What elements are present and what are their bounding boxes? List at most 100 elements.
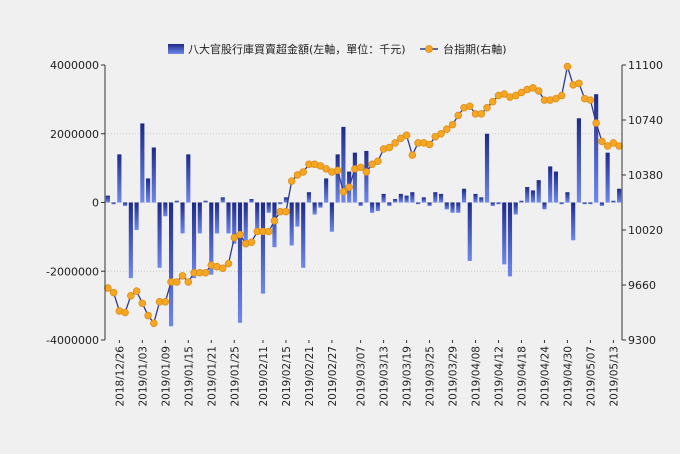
bar (542, 202, 547, 210)
line-point (425, 140, 434, 149)
line-point (333, 166, 342, 175)
legend-line-label: 台指期(右軸) (443, 42, 507, 56)
bar (427, 202, 432, 206)
bar (421, 197, 426, 203)
bar (536, 180, 541, 203)
bar (450, 202, 455, 213)
bar (387, 202, 392, 206)
bar (123, 202, 128, 206)
bar (502, 202, 507, 265)
bar (444, 202, 449, 210)
bar (410, 192, 415, 203)
line-point (529, 84, 537, 92)
bar (301, 202, 306, 268)
x-tick-label: 2019/03/13 (379, 346, 391, 407)
line-point (219, 264, 227, 272)
bar (105, 195, 110, 203)
x-tick-label: 2019/05/13 (608, 346, 620, 407)
line-point (443, 125, 451, 133)
bar (174, 200, 179, 203)
bar (358, 202, 363, 206)
line-point (557, 91, 566, 100)
line-point (448, 120, 457, 129)
bar (530, 190, 536, 203)
line-point (247, 238, 256, 246)
line-point (201, 269, 210, 277)
line-point (224, 259, 233, 268)
x-tick-label: 2019/01/25 (229, 346, 241, 407)
bar (226, 202, 231, 234)
bar (341, 126, 346, 203)
bar (571, 202, 576, 241)
line-point (236, 230, 244, 239)
bar (318, 202, 323, 208)
bar (484, 133, 490, 203)
y-axis-right-ticks: 9300 9660 10020 10380 10740 11100 (622, 59, 663, 347)
line-point (575, 79, 583, 88)
y-right-tick-label: 10380 (628, 169, 663, 182)
line-point (397, 134, 405, 143)
line-point (517, 88, 526, 97)
x-tick-label: 2019/03/07 (356, 346, 368, 407)
line-point (299, 168, 307, 176)
x-tick-label: 2019/03/25 (425, 346, 437, 407)
line-point (282, 207, 290, 216)
bar (335, 154, 340, 203)
legend-bar-swatch (168, 44, 184, 54)
line-point (603, 142, 612, 150)
y-right-tick-label: 10740 (628, 114, 663, 127)
line-point (563, 62, 572, 71)
bar (329, 202, 334, 232)
x-tick-label: 2019/01/03 (137, 346, 149, 407)
bar (393, 199, 398, 203)
x-tick-label: 2019/04/08 (471, 346, 483, 407)
chart-legend: 八大官股行庫買賣超金額(左軸，單位：千元) 台指期(右軸) (168, 42, 507, 56)
bar (559, 202, 564, 205)
y-right-tick-label: 9300 (628, 334, 656, 347)
legend-line-marker (425, 45, 433, 53)
line-point (287, 177, 296, 185)
line-point (104, 284, 112, 292)
line-point (322, 165, 330, 173)
y-axis-left-ticks: -4000000 -2000000 0 2000000 4000000 (46, 59, 105, 347)
line-point (598, 137, 606, 146)
legend-bar-label: 八大官股行庫買賣超金額(左軸，單位：千元) (188, 42, 406, 56)
bar (214, 202, 220, 234)
x-tick-label: 2019/02/21 (304, 346, 316, 407)
x-tick-label: 2019/04/12 (493, 346, 505, 407)
x-tick-label: 2019/03/19 (402, 346, 414, 407)
bar (605, 152, 610, 203)
bar (617, 188, 622, 203)
bar (203, 200, 208, 203)
line-point (368, 160, 376, 169)
bar (404, 195, 409, 203)
line-point (316, 162, 325, 170)
bar (134, 202, 139, 230)
line-point (184, 278, 193, 286)
line-point (454, 111, 463, 120)
series-line (107, 66, 620, 325)
line-point (489, 97, 497, 106)
bar (588, 202, 593, 205)
line-point (552, 94, 560, 103)
line-series (104, 62, 623, 327)
line-point (477, 110, 486, 118)
line-point (483, 104, 491, 112)
line-point (178, 272, 187, 280)
line-point (437, 130, 445, 138)
bar (289, 202, 294, 246)
line-point (138, 299, 147, 308)
bar (232, 202, 237, 244)
line-point (511, 91, 520, 100)
bar (381, 193, 386, 203)
bar (180, 202, 185, 234)
bar (266, 202, 271, 213)
line-point (391, 139, 399, 147)
x-axis-ticks: 2018/12/26 2019/01/03 2019/01/09 2019/01/15… (114, 340, 620, 407)
x-tick-label: 2019/04/30 (562, 346, 574, 407)
line-point (345, 183, 353, 191)
bar (324, 178, 329, 203)
line-point (121, 308, 129, 317)
bar (352, 152, 357, 203)
